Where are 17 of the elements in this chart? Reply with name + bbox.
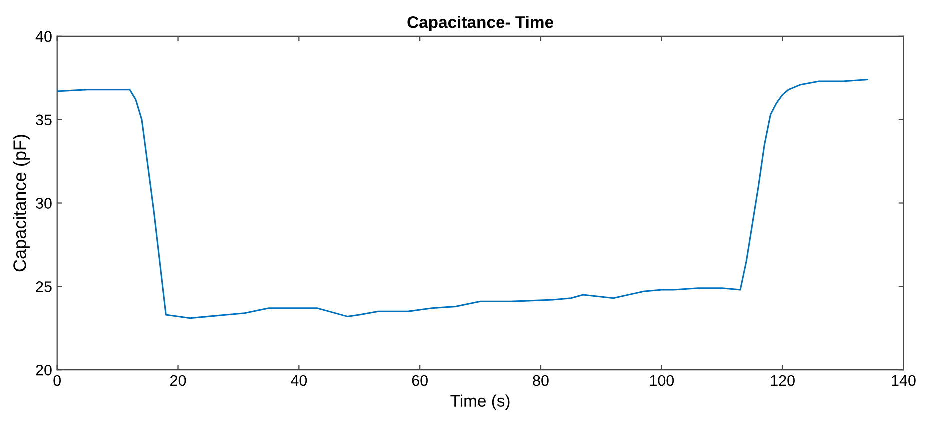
y-tick-label: 20 xyxy=(36,364,52,376)
y-tick-label: 40 xyxy=(36,31,52,42)
y-axis-title: Capacitance (pF) xyxy=(13,135,30,272)
x-tick-label: 0 xyxy=(54,375,61,386)
y-tick-label: 35 xyxy=(36,114,52,126)
x-tick-label: 140 xyxy=(892,375,916,386)
x-tick-label: 60 xyxy=(412,375,428,386)
x-tick-label: 100 xyxy=(650,375,674,386)
chart-title: Capacitance- Time xyxy=(408,16,554,32)
x-axis-title: Time (s) xyxy=(450,394,510,410)
x-tick-label: 20 xyxy=(170,375,186,386)
x-tick-label: 80 xyxy=(533,375,549,386)
x-tick-label: 40 xyxy=(291,375,308,386)
y-tick-label: 25 xyxy=(36,282,52,292)
x-tick-label: 120 xyxy=(771,375,795,386)
line-series xyxy=(57,79,868,320)
y-tick-label: 30 xyxy=(36,198,52,209)
